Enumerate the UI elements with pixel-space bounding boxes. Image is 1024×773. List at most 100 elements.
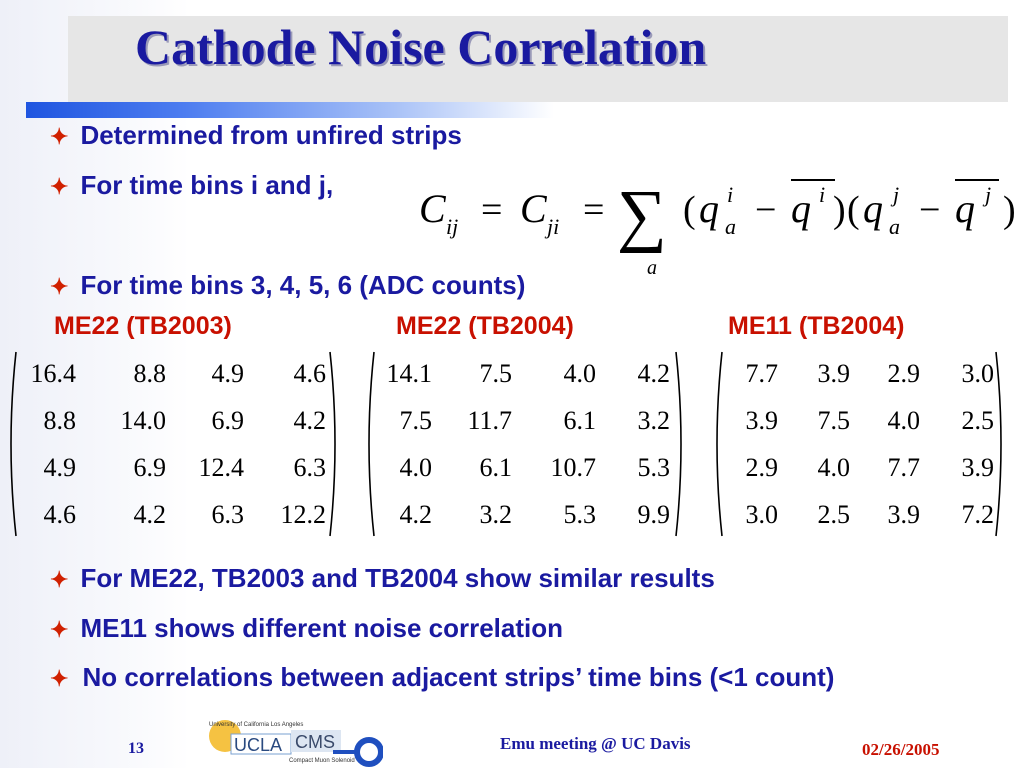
formula-sub-a2: a: [889, 214, 900, 239]
matrix-left-paren: [10, 351, 17, 537]
matrix-right-paren: [675, 351, 682, 537]
matrix-me11-tb2004: 7.7 3.9 2.9 3.0 3.9 7.5 4.0 2.5 2.9 4.0 7.7 3.9 3.0 2…: [710, 350, 1002, 540]
matrix-cell: 2.9: [887, 358, 921, 388]
matrix-row: 7.5 11.7 6.1 3.2: [376, 397, 671, 444]
formula-sup-j1: j: [890, 182, 899, 207]
matrix-cell: 11.7: [467, 405, 512, 435]
bullet-text: For time bins 3, 4, 5, 6 (ADC counts): [80, 270, 526, 300]
matrix-cell: 4.6: [293, 358, 327, 388]
matrix-cell: 6.9: [133, 452, 167, 482]
matrix-cell: 5.3: [563, 499, 597, 529]
matrix-cell: 14.1: [386, 358, 433, 388]
matrix-cell: 4.9: [43, 452, 77, 482]
matrix-cell: 14.0: [120, 405, 167, 435]
matrix-cell: 3.2: [637, 405, 671, 435]
formula-sum-sign: ∑: [617, 177, 667, 254]
bullet-item: ✦ For ME22, TB2003 and TB2004 show simila…: [50, 563, 715, 594]
matrix-cell: 4.2: [293, 405, 327, 435]
matrix-label-me22-tb2003: ME22 (TB2003): [54, 312, 232, 340]
matrix-cell: 7.7: [745, 358, 779, 388]
matrix-row: 14.1 7.5 4.0 4.2: [376, 350, 671, 397]
matrix-cell: 5.3: [637, 452, 671, 482]
logo-top-text: University of California Los Angeles: [209, 722, 303, 728]
bullet-text: No correlations between adjacent strips’…: [82, 662, 835, 692]
bullet-item: ✦ ME11 shows different noise correlation: [50, 613, 563, 644]
formula-q3: q: [863, 186, 883, 231]
matrix-row: 4.2 3.2 5.3 9.9: [376, 491, 671, 538]
bullet-item: ✦ For time bins i and j,: [50, 170, 333, 201]
bullet-text: Determined from unfired strips: [80, 120, 462, 150]
matrix-cell: 2.5: [817, 499, 851, 529]
formula-sub-ji: ji: [544, 214, 559, 239]
matrix-cell: 6.9: [211, 405, 245, 435]
matrix-cell: 8.8: [133, 358, 167, 388]
matrix-cell: 6.3: [293, 452, 327, 482]
matrix-cell: 3.9: [887, 499, 921, 529]
matrix-cell: 12.2: [280, 499, 327, 529]
bullet-item: ✦ No correlations between adjacent strips…: [50, 657, 1004, 699]
matrix-cell: 3.9: [961, 452, 995, 482]
matrix-cell: 4.0: [563, 358, 597, 388]
matrix-left-paren: [716, 351, 723, 537]
matrix-cell: 9.9: [637, 499, 671, 529]
matrix-cell: 2.5: [961, 405, 995, 435]
logo-cms-box: [291, 730, 341, 752]
logo-ring-shape: [354, 737, 384, 767]
matrix-cell: 3.9: [817, 358, 851, 388]
matrix-cell: 4.0: [887, 405, 921, 435]
matrix-row: 4.0 6.1 10.7 5.3: [376, 444, 671, 491]
bullet-star-icon: ✦: [50, 174, 69, 199]
matrix-right-paren: [995, 351, 1002, 537]
matrix-cell: 10.7: [550, 452, 597, 482]
formula-rparen2: ): [1003, 189, 1016, 231]
matrix-cell: 6.1: [479, 452, 513, 482]
formula-q4: q: [955, 186, 975, 231]
matrix-row: 2.9 4.0 7.7 3.9: [724, 444, 995, 491]
matrix-label-me22-tb2004: ME22 (TB2004): [396, 312, 574, 340]
title-underline-bar: [26, 102, 554, 118]
slide-title: Cathode Noise Correlation: [135, 19, 707, 75]
formula-lparen2: (: [847, 189, 860, 231]
bullet-star-icon: ✦: [50, 124, 69, 149]
formula-sub-a1: a: [725, 214, 736, 239]
background-gradient: [0, 0, 190, 768]
bullet-star-icon: ✦: [50, 274, 69, 299]
matrix-cell: 12.4: [198, 452, 245, 482]
logo-cms-subtext: Compact Muon Solenoid: [289, 758, 355, 764]
slide-number: 13: [128, 740, 144, 757]
formula-C1: C: [419, 186, 447, 231]
matrix-cell: 2.9: [745, 452, 779, 482]
matrix-me22-tb2004: 14.1 7.5 4.0 4.2 7.5 11.7 6.1 3.2 4.0 6.1 10.7 5.3 4…: [362, 350, 692, 540]
matrix-cell: 3.0: [961, 358, 995, 388]
formula-sup-i1: i: [727, 182, 733, 207]
matrix-cell: 7.5: [479, 358, 513, 388]
logo-cms-text: CMS: [295, 732, 335, 752]
matrix-cell: 4.6: [43, 499, 77, 529]
matrix-cell: 6.3: [211, 499, 245, 529]
formula-C2: C: [520, 186, 548, 231]
formula-q2: q: [791, 186, 811, 231]
formula-q1: q: [699, 186, 719, 231]
footer-meeting-text: Emu meeting @ UC Davis: [500, 734, 691, 753]
matrix-cell: 3.0: [745, 499, 779, 529]
matrix-row: 4.6 4.2 6.3 12.2: [18, 491, 327, 538]
matrix-cell: 3.9: [745, 405, 779, 435]
matrix-cell: 7.5: [817, 405, 851, 435]
bullet-star-icon: ✦: [50, 617, 69, 642]
matrix-cell: 7.2: [961, 499, 995, 529]
matrix-cell: 4.2: [637, 358, 671, 388]
matrix-right-paren: [329, 351, 336, 537]
matrix-cell: 4.2: [399, 499, 433, 529]
bullet-text: For time bins i and j,: [80, 170, 334, 200]
logo-svg: University of California Los Angeles UCL…: [209, 720, 384, 767]
bullet-star-icon: ✦: [50, 666, 69, 691]
formula-minus2: −: [919, 189, 940, 231]
matrix-table: 16.4 8.8 4.9 4.6 8.8 14.0 6.9 4.2 4.9 6.9 12.4 6.3 4…: [18, 350, 327, 538]
bullet-star-icon: ✦: [50, 567, 69, 592]
matrix-cell: 7.7: [887, 452, 921, 482]
formula-lparen: (: [683, 189, 696, 231]
footer-date: 02/26/2005: [862, 740, 940, 759]
formula-svg: C ij = C ji = ∑ a ( q i a − q i ) ( q j …: [419, 177, 1016, 279]
title-band: [68, 16, 1008, 102]
formula-rparen1: ): [833, 189, 846, 231]
